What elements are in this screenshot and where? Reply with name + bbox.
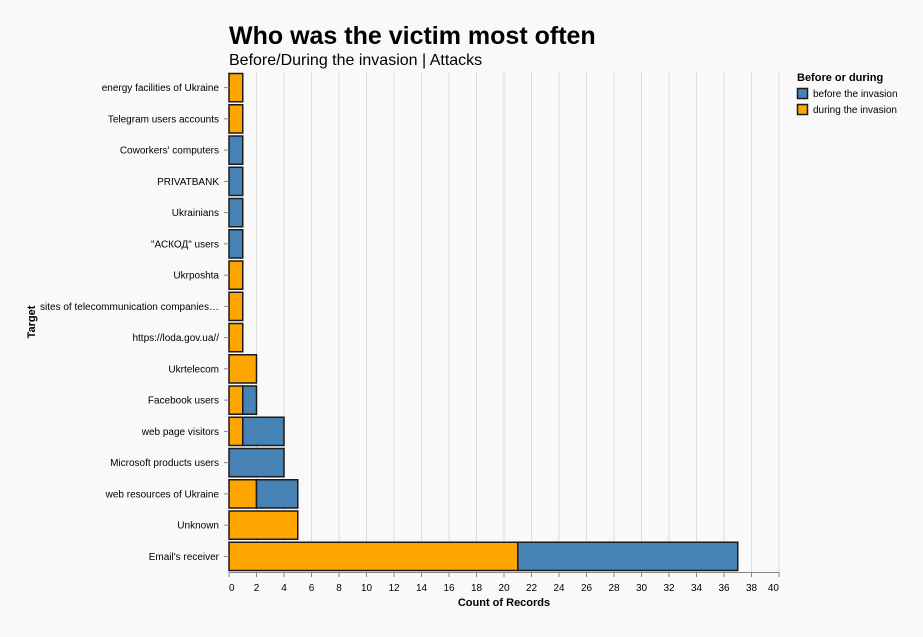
x-tick-label: 16 <box>443 583 455 594</box>
grid <box>228 72 780 572</box>
y-tick-label: "АСКОД" users <box>151 239 219 250</box>
x-tick-label: 36 <box>718 583 730 594</box>
x-tick-label: 24 <box>553 583 565 594</box>
bar-segment <box>228 510 299 540</box>
bar-segment <box>228 166 244 197</box>
x-tick-label: 30 <box>636 583 648 594</box>
x-tick-label: 4 <box>281 583 287 594</box>
chart-subtitle: Before/During the invasion | Attacks <box>229 52 482 69</box>
legend-swatch <box>796 103 809 116</box>
y-tick-label: web resources of Ukraine <box>105 489 220 500</box>
y-tick-label: Ukrainians <box>172 208 219 219</box>
x-axis-title: Count of Records <box>458 597 550 609</box>
y-tick-label: energy facilities of Ukraine <box>102 83 220 94</box>
x-tick-label: 6 <box>309 583 315 594</box>
bar-segment <box>517 541 739 572</box>
y-tick-label: sites of telecommunication companies… <box>40 302 219 313</box>
y-tick-label: Ukrtelecom <box>168 364 219 375</box>
bar-segment <box>228 291 244 322</box>
x-tick-label: 2 <box>254 583 260 594</box>
bar-segment <box>242 385 258 415</box>
y-axis: energy facilities of Ukraine Telegram use… <box>40 83 229 563</box>
bar-segment <box>228 72 244 103</box>
bar-segment <box>228 479 258 509</box>
bar-segment <box>228 354 258 384</box>
x-tick-label: 18 <box>471 583 483 594</box>
x-tick-label: 34 <box>691 583 703 594</box>
x-tick-label: 10 <box>361 583 373 594</box>
bar-segment <box>228 229 244 259</box>
x-tick-label: 14 <box>416 583 428 594</box>
bar-segment <box>228 260 244 290</box>
bar-segment <box>228 197 244 228</box>
y-tick-label: Microsoft products users <box>110 458 219 469</box>
y-tick-label: Email's receiver <box>149 552 220 563</box>
legend-swatch <box>796 87 809 100</box>
x-tick-label: 0 <box>229 583 235 594</box>
y-tick-label: Coworkers' computers <box>120 146 219 157</box>
bars <box>228 72 739 572</box>
x-tick-label: 22 <box>526 583 538 594</box>
x-tick-label: 32 <box>663 583 675 594</box>
y-axis-title: Target <box>26 305 38 338</box>
bar-segment <box>255 479 299 509</box>
legend-label: during the invasion <box>813 105 897 116</box>
x-tick-label: 20 <box>498 583 510 594</box>
legend-title: Before or during <box>797 72 883 84</box>
x-tick-label: 12 <box>388 583 400 594</box>
chart-title: Who was the victim most often <box>229 22 596 50</box>
y-tick-label: web page visitors <box>141 427 219 438</box>
x-axis: 0 2 4 6 8 10 12 14 16 18 20 22 24 26 28 30 32 34 36 38 40 <box>228 572 780 594</box>
bar-segment <box>228 135 244 165</box>
legend: Before or during before the invasion duri… <box>796 72 898 116</box>
x-tick-label: 38 <box>746 583 758 594</box>
bar-segment <box>228 416 244 447</box>
legend-label: before the invasion <box>813 89 898 100</box>
x-tick-label: 28 <box>608 583 620 594</box>
bar-segment <box>228 541 519 572</box>
x-tick-label: 26 <box>581 583 593 594</box>
y-tick-label: Ukrposhta <box>173 271 219 282</box>
x-tick-label: 8 <box>336 583 342 594</box>
x-tick-label: 40 <box>768 583 780 594</box>
bar-segment <box>242 416 285 447</box>
y-tick-label: Facebook users <box>148 396 219 407</box>
y-tick-label: PRIVATBANK <box>157 177 219 188</box>
bar-segment <box>228 385 244 415</box>
y-tick-label: Telegram users accounts <box>108 114 219 125</box>
y-tick-label: https://loda.gov.ua// <box>132 333 219 344</box>
bar-segment <box>228 104 244 134</box>
bar-segment <box>228 447 285 478</box>
y-tick-label: Unknown <box>177 521 219 532</box>
bar-segment <box>228 322 244 353</box>
